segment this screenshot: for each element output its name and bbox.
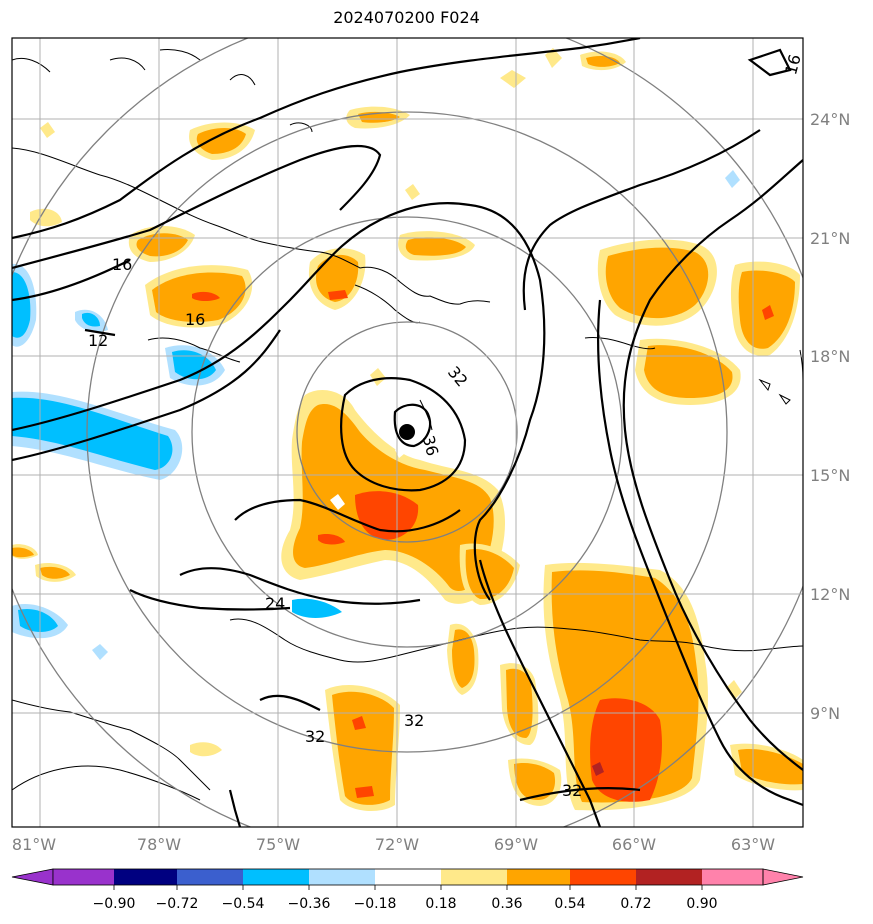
lon-label: 81°W	[12, 835, 56, 854]
lon-label: 72°W	[375, 835, 419, 854]
range-rings	[12, 38, 803, 827]
contour-label: 36	[419, 433, 443, 458]
contour-label: 12	[88, 331, 108, 350]
colorbar-tick-label: 0.90	[686, 896, 717, 912]
colorbar-tick-label: −0.54	[222, 896, 265, 912]
contour-label: 32	[305, 727, 325, 746]
lat-label: 18°N	[810, 347, 850, 366]
lon-label: 66°W	[612, 835, 656, 854]
colorbar-tick-label: −0.72	[156, 896, 199, 912]
lat-label: 12°N	[810, 585, 850, 604]
contour-label: 16	[781, 52, 805, 77]
lat-label: 9°N	[810, 704, 840, 723]
lat-label: 24°N	[810, 110, 850, 129]
lon-label: 63°W	[731, 835, 775, 854]
colorbar-tick-label: 0.36	[491, 896, 522, 912]
contour-label: 16	[112, 255, 132, 274]
lon-label: 75°W	[256, 835, 300, 854]
contour-label: 24	[265, 594, 285, 613]
contour-label: 16	[185, 310, 205, 329]
colorbar-tick-label: −0.36	[288, 896, 331, 912]
height-contours	[12, 38, 803, 827]
colorbar-tick-label: −0.90	[93, 896, 136, 912]
lon-label: 78°W	[137, 835, 181, 854]
map-frame	[11, 37, 804, 828]
cyclone-center-marker	[399, 424, 415, 440]
colorbar: −0.90 −0.72 −0.54 −0.36 −0.18 0.18 0.36 …	[11, 868, 804, 912]
contour-label: 32	[404, 711, 424, 730]
lon-label: 69°W	[494, 835, 538, 854]
colorbar-tick-label: 0.18	[425, 896, 456, 912]
map-title: 2024070200 F024	[333, 8, 480, 27]
gridlines	[12, 38, 803, 827]
contour-label: 32	[562, 781, 582, 800]
map-content: 16 16 12 16 32 36 24 32 32 32	[12, 38, 805, 827]
positive-shading	[12, 48, 803, 812]
lat-label: 15°N	[810, 466, 850, 485]
colorbar-tick-label: 0.54	[554, 896, 585, 912]
colorbar-tick-label: −0.18	[354, 896, 397, 912]
lat-label: 21°N	[810, 229, 850, 248]
colorbar-tick-label: 0.72	[620, 896, 651, 912]
